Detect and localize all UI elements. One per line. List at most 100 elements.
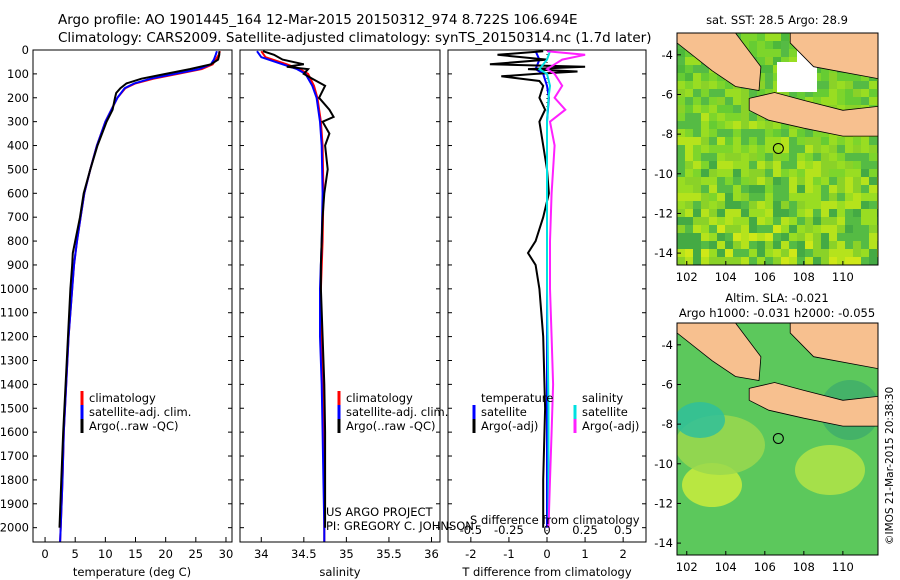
- sst-pixel: [685, 185, 693, 193]
- legend-satellite-label: satellite-adj. clim.: [346, 405, 448, 419]
- legend-t-argo-label: Argo(-adj): [481, 419, 538, 433]
- sst-pixel: [725, 217, 733, 225]
- sst-pixel: [861, 201, 869, 209]
- sst-pixel: [709, 169, 717, 177]
- sst-pixel: [829, 153, 837, 161]
- sst-pixel: [781, 225, 789, 233]
- sst-pixel: [693, 105, 701, 113]
- sst-pixel: [685, 57, 693, 65]
- sst-pixel: [829, 209, 837, 217]
- sst-pixel: [829, 257, 837, 265]
- header-line-1: Argo profile: AO 1901445_164 12-Mar-2015…: [58, 12, 578, 28]
- sst-pixel: [781, 185, 789, 193]
- sst-pixel: [773, 153, 781, 161]
- sst-pixel: [757, 73, 765, 81]
- imos-credit: ©IMOS 21-Mar-2015 20:38:30: [884, 387, 896, 545]
- sst-pixel: [797, 145, 805, 153]
- sst-pixel: [693, 233, 701, 241]
- sst-pixel: [765, 129, 773, 137]
- sst-pixel: [725, 153, 733, 161]
- sst-pixel: [709, 129, 717, 137]
- land-sumatra: [677, 323, 762, 381]
- sst-pixel: [805, 225, 813, 233]
- sst-pixel: [789, 89, 797, 97]
- sst-pixel: [677, 113, 685, 121]
- y-tick-label-2000: 2000: [0, 521, 29, 535]
- sst-pixel: [741, 153, 749, 161]
- map-lon-label: 108: [793, 560, 815, 574]
- sst-pixel: [725, 129, 733, 137]
- y-tick-label-900: 900: [7, 258, 29, 272]
- sst-pixel: [693, 153, 701, 161]
- sst-pixel: [805, 153, 813, 161]
- sst-pixel: [733, 209, 741, 217]
- sst-pixel: [733, 97, 741, 105]
- sst-pixel: [733, 137, 741, 145]
- sst-pixel: [789, 241, 797, 249]
- sst-pixel: [709, 121, 717, 129]
- sst-pixel: [805, 169, 813, 177]
- sst-pixel: [749, 185, 757, 193]
- sst-pixel: [861, 257, 869, 265]
- sst-pixel: [765, 225, 773, 233]
- sst-pixel: [701, 177, 709, 185]
- map-lon-label: 108: [793, 270, 815, 284]
- y-tick-label-1300: 1300: [0, 353, 29, 367]
- sst-pixel: [717, 193, 725, 201]
- sst-pixel: [733, 177, 741, 185]
- x-tick-label--1: -1: [503, 547, 514, 561]
- sst-pixel: [765, 193, 773, 201]
- sst-pixel: [717, 81, 725, 89]
- y-tick-label-100: 100: [7, 67, 29, 81]
- sst-pixel: [773, 193, 781, 201]
- sst-pixel: [685, 257, 693, 265]
- sst-pixel: [797, 161, 805, 169]
- sst-pixel: [805, 161, 813, 169]
- sst-pixel: [693, 209, 701, 217]
- sst-pixel: [741, 177, 749, 185]
- sst-pixel: [805, 177, 813, 185]
- sst-pixel: [821, 241, 829, 249]
- sst-pixel: [749, 129, 757, 137]
- sst-pixel: [829, 217, 837, 225]
- sst-pixel: [749, 153, 757, 161]
- sst-pixel: [701, 65, 709, 73]
- sst-pixel: [789, 209, 797, 217]
- x-tick-label-34.5: 34.5: [291, 547, 317, 561]
- sst-pixel: [701, 97, 709, 105]
- sst-pixel: [677, 145, 685, 153]
- sst-pixel: [813, 209, 821, 217]
- x-tick-label-0: 0: [41, 547, 48, 561]
- difference-frame: [447, 49, 647, 543]
- s-tick-label-0: -0.5: [460, 523, 482, 537]
- sst-pixel: [725, 113, 733, 121]
- sst-pixel: [837, 73, 845, 81]
- sst-pixel: [677, 225, 685, 233]
- sst-pixel: [861, 193, 869, 201]
- sst-pixel: [797, 257, 805, 265]
- y-tick-label-700: 700: [7, 210, 29, 224]
- sst-pixel: [757, 233, 765, 241]
- sst-pixel: [797, 217, 805, 225]
- sla-map-title-line-1: Altim. SLA: -0.021: [725, 291, 829, 305]
- sst-pixel: [845, 137, 853, 145]
- sst-pixel: [821, 161, 829, 169]
- sst-pixel: [813, 233, 821, 241]
- sst-pixel: [741, 169, 749, 177]
- sst-pixel: [861, 217, 869, 225]
- s-tick-label-3: 0.25: [572, 523, 598, 537]
- sst-pixel: [709, 145, 717, 153]
- sst-pixel: [821, 201, 829, 209]
- sst-pixel: [797, 177, 805, 185]
- legend-climatology-label: climatology: [346, 391, 413, 405]
- sst-pixel: [701, 217, 709, 225]
- sst-pixel: [709, 209, 717, 217]
- sla-map-layer: [677, 323, 878, 555]
- sst-pixel: [773, 201, 781, 209]
- sst-pixel: [869, 201, 877, 209]
- sst-pixel: [853, 177, 861, 185]
- sst-pixel: [685, 233, 693, 241]
- land-java: [748, 382, 878, 427]
- legend-t-satellite-label: satellite: [481, 405, 527, 419]
